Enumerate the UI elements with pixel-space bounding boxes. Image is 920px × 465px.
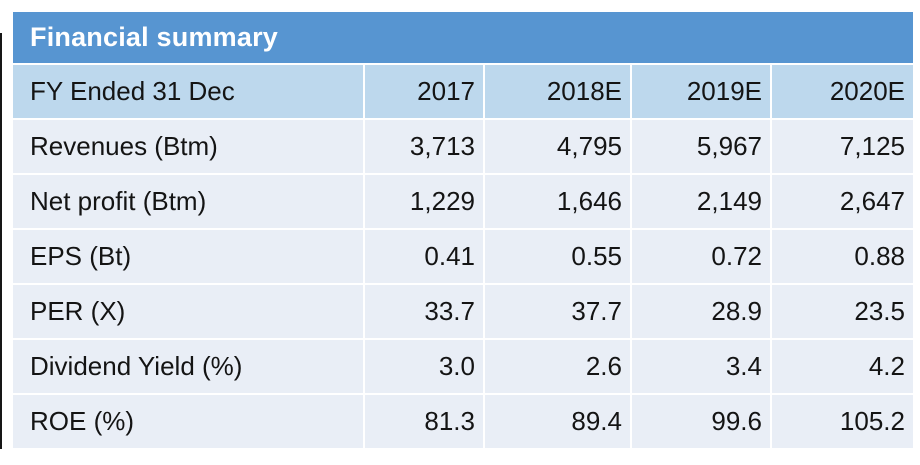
- cell-per-2017: 33.7: [365, 285, 483, 338]
- cell-per-2019e: 28.9: [632, 285, 770, 338]
- cell-revenues-2019e: 5,967: [632, 120, 770, 173]
- cell-revenues-2020e: 7,125: [772, 120, 913, 173]
- cell-eps-2020e: 0.88: [772, 230, 913, 283]
- cell-per-2018e: 37.7: [485, 285, 630, 338]
- cell-net-profit-2019e: 2,149: [632, 175, 770, 228]
- cell-dividend-yield-2017: 3.0: [365, 340, 483, 393]
- column-header-2019e: 2019E: [632, 65, 770, 118]
- row-label-per: PER (X): [13, 285, 363, 338]
- table-title: Financial summary: [30, 22, 278, 52]
- cell-revenues-2017: 3,713: [365, 120, 483, 173]
- cell-net-profit-2020e: 2,647: [772, 175, 913, 228]
- cell-dividend-yield-2019e: 3.4: [632, 340, 770, 393]
- left-edge-artifact: [0, 33, 2, 449]
- cell-eps-2017: 0.41: [365, 230, 483, 283]
- cell-roe-2020e: 105.2: [772, 395, 913, 448]
- cell-roe-2017: 81.3: [365, 395, 483, 448]
- row-label-dividend-yield: Dividend Yield (%): [13, 340, 363, 393]
- cell-dividend-yield-2018e: 2.6: [485, 340, 630, 393]
- financial-summary-table: Financial summary FY Ended 31 Dec 2017 2…: [13, 12, 913, 448]
- cell-per-2020e: 23.5: [772, 285, 913, 338]
- row-label-roe: ROE (%): [13, 395, 363, 448]
- column-header-2020e: 2020E: [772, 65, 913, 118]
- column-header-label: FY Ended 31 Dec: [13, 65, 363, 118]
- row-label-net-profit: Net profit (Btm): [13, 175, 363, 228]
- column-header-2017: 2017: [365, 65, 483, 118]
- cell-eps-2018e: 0.55: [485, 230, 630, 283]
- row-label-revenues: Revenues (Btm): [13, 120, 363, 173]
- row-label-eps: EPS (Bt): [13, 230, 363, 283]
- cell-net-profit-2017: 1,229: [365, 175, 483, 228]
- cell-net-profit-2018e: 1,646: [485, 175, 630, 228]
- cell-eps-2019e: 0.72: [632, 230, 770, 283]
- table-grid: FY Ended 31 Dec 2017 2018E 2019E 2020E R…: [13, 65, 913, 448]
- column-header-2018e: 2018E: [485, 65, 630, 118]
- cell-roe-2018e: 89.4: [485, 395, 630, 448]
- table-title-bar: Financial summary: [13, 12, 913, 63]
- cell-dividend-yield-2020e: 4.2: [772, 340, 913, 393]
- cell-roe-2019e: 99.6: [632, 395, 770, 448]
- cell-revenues-2018e: 4,795: [485, 120, 630, 173]
